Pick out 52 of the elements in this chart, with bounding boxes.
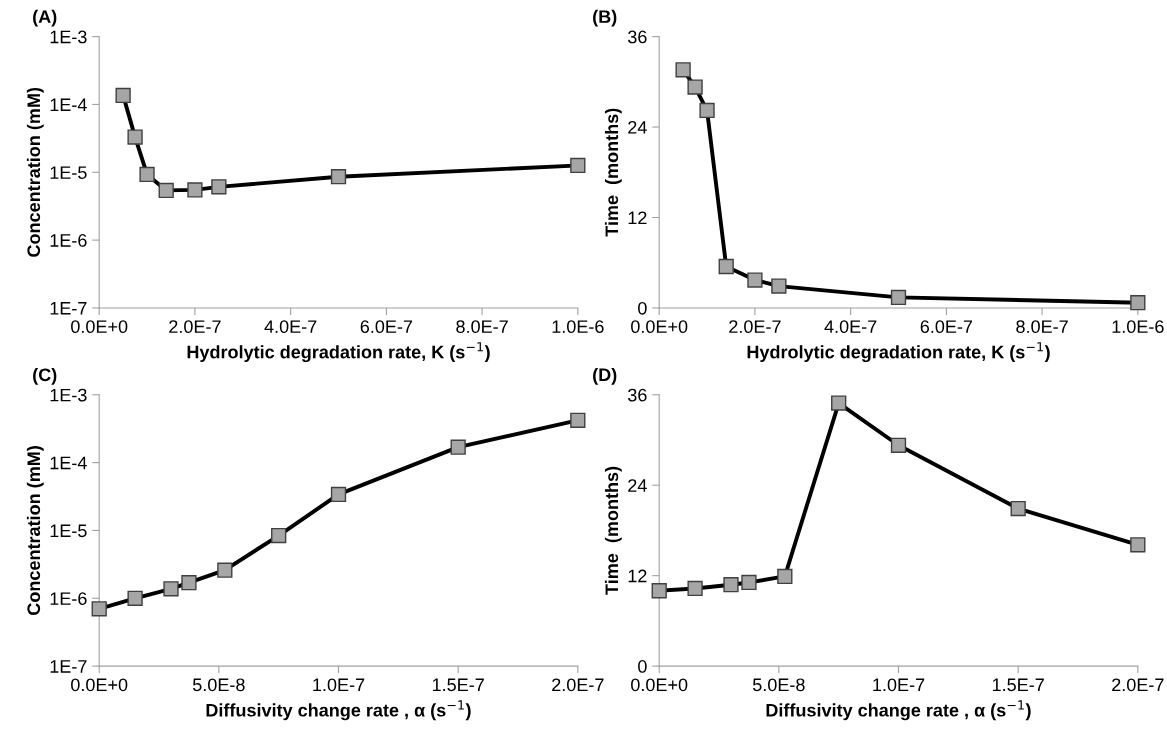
y-tick-label: 12: [628, 569, 647, 583]
x-tick-label: 0.0E+0: [71, 678, 128, 692]
x-tick-label: 1.0E-6: [552, 320, 604, 334]
x-tick-label: 8.0E-7: [456, 320, 508, 334]
x-tick-label: 2.0E-7: [729, 320, 781, 334]
x-tick-label: 6.0E-7: [920, 320, 973, 334]
y-tick-label: 1E-4: [50, 456, 87, 470]
x-tick-label: 8.0E-7: [1016, 320, 1068, 334]
x-tick-label: 1.5E-7: [432, 678, 484, 692]
x-tick-label: 1.0E-7: [873, 678, 925, 692]
y-tick-label: 24: [628, 120, 647, 134]
x-axis-title: Hydrolytic degradation rate, K (s$^{−1}$): [747, 342, 1050, 363]
y-axis-title: Time (months): [604, 466, 622, 595]
y-tick-label: 1E-5: [50, 524, 87, 538]
x-tick-label: 1.0E-7: [313, 678, 365, 692]
y-axis-title: Concentration (mM): [26, 446, 44, 615]
chart-title: (C): [33, 367, 57, 385]
x-tick-label: 1.0E-6: [1112, 320, 1164, 334]
chart-title: (B): [593, 9, 617, 27]
y-tick-label: 0: [638, 301, 647, 315]
y-axis-title: Concentration (mM): [26, 87, 44, 257]
y-tick-label: 1E-3: [50, 388, 87, 402]
y-tick-label: 1E-6: [50, 234, 87, 247]
chart-title: (A): [33, 9, 57, 27]
y-tick-label: 36: [628, 30, 647, 44]
x-tick-label: 2.0E-7: [169, 320, 221, 334]
x-tick-label: 0.0E+0: [71, 320, 128, 334]
y-tick-label: 1E-6: [50, 592, 87, 605]
y-tick-label: 1E-5: [50, 166, 87, 179]
x-tick-label: 4.0E-7: [824, 320, 877, 334]
x-tick-label: 0.0E+0: [631, 678, 688, 692]
y-tick-label: 1E-3: [50, 30, 87, 44]
x-tick-label: 2.0E-7: [1112, 678, 1164, 692]
y-tick-label: 0: [638, 660, 647, 673]
y-tick-label: 1E-7: [50, 302, 87, 315]
y-tick-label: 24: [628, 479, 647, 492]
x-tick-label: 0.0E+0: [631, 320, 688, 334]
x-tick-label: 2.0E-7: [552, 678, 604, 692]
y-axis-title: Time (months): [604, 108, 622, 237]
y-tick-label: 12: [628, 211, 647, 225]
x-axis-title: Diffusivity change rate , α (s$^{−1}$): [206, 700, 471, 721]
x-axis-title: Diffusivity change rate , α (s$^{−1}$): [766, 700, 1031, 721]
y-tick-label: 1E-4: [50, 98, 87, 111]
x-tick-label: 5.0E-8: [192, 678, 245, 692]
y-tick-label: 1E-7: [50, 660, 87, 673]
x-tick-label: 4.0E-7: [264, 320, 317, 334]
x-tick-label: 1.5E-7: [992, 678, 1044, 692]
chart-title: (D): [593, 367, 617, 385]
y-tick-label: 36: [628, 388, 647, 402]
x-axis-title: Hydrolytic degradation rate, K (s$^{−1}$): [187, 342, 490, 363]
x-tick-label: 6.0E-7: [360, 320, 413, 334]
x-tick-label: 5.0E-8: [752, 678, 805, 692]
